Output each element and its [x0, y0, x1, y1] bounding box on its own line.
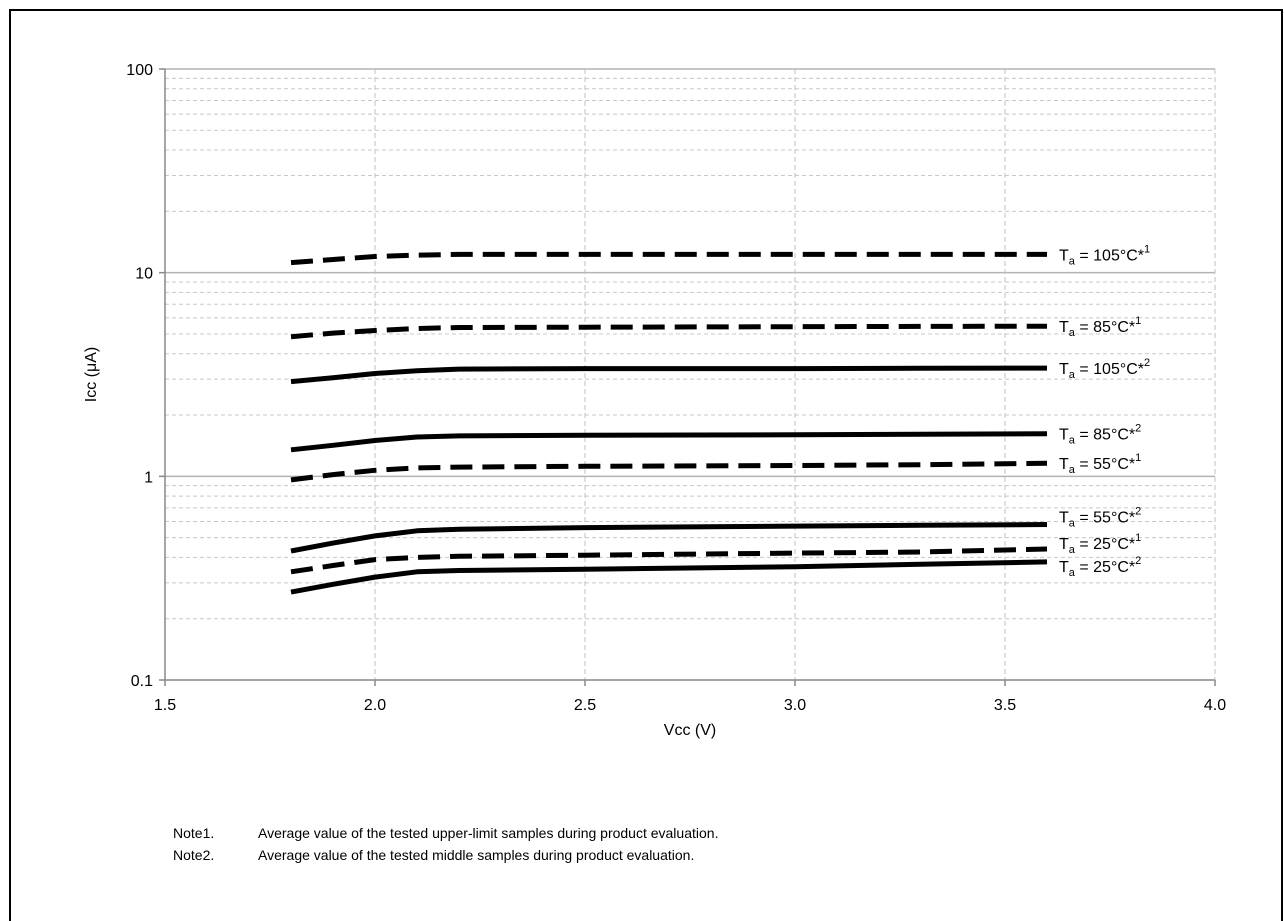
footnotes: Note1. Average value of the tested upper-… [173, 822, 718, 866]
footnote-text: Average value of the tested upper-limit … [258, 825, 719, 841]
series-label: Ta = 85°C*2 [1059, 423, 1141, 447]
footnote-1: Note1. Average value of the tested upper-… [173, 822, 718, 844]
footnote-key: Note1. [173, 825, 215, 841]
x-tick-label: 3.5 [994, 697, 1016, 714]
x-tick-label: 1.5 [154, 697, 176, 714]
x-tick-label: 2.0 [364, 697, 386, 714]
series-line [290, 251, 1047, 266]
series-label: Ta = 105°C*1 [1059, 243, 1150, 267]
series-label: Ta = 85°C*1 [1059, 315, 1141, 339]
grid-lines [165, 68, 1216, 680]
footnote-key: Note2. [173, 847, 215, 863]
x-axis-title: Vcc (V) [664, 722, 716, 739]
series-label: Ta = 25°C*2 [1059, 555, 1141, 579]
series-label: Ta = 105°C*2 [1059, 357, 1150, 381]
series-labels: Ta = 105°C*1 Ta = 85°C*1 Ta = 105°C*2 Ta = … [1059, 243, 1150, 579]
series-line [290, 522, 1048, 554]
axes [159, 68, 1216, 686]
y-tick-label: 1 [144, 469, 153, 486]
series-label: Ta = 55°C*2 [1059, 506, 1141, 530]
x-tick-label: 3.0 [784, 697, 806, 714]
y-tick-label: 10 [135, 266, 153, 283]
series-line [290, 431, 1048, 453]
y-tick-label: 100 [126, 62, 153, 79]
series-line [290, 365, 1048, 385]
series-line [290, 323, 1048, 340]
y-tick-label: 0.1 [131, 673, 153, 690]
series-line [290, 546, 1048, 575]
series-line [290, 559, 1048, 595]
x-tick-label: 2.5 [574, 697, 596, 714]
x-tick-label: 4.0 [1204, 697, 1226, 714]
series-label: Ta = 25°C*1 [1059, 532, 1141, 556]
tick-labels: 0.1 1 10 100 1.5 2.0 2.5 3.0 3.5 4.0 [126, 62, 1226, 714]
data-series [290, 251, 1048, 595]
footnote-2: Note2. Average value of the tested middle… [173, 844, 718, 866]
series-line [290, 460, 1048, 483]
figure-frame [9, 9, 1283, 921]
series-label: Ta = 55°C*1 [1059, 452, 1141, 476]
y-axis-title: Icc (μA) [83, 347, 100, 402]
footnote-text: Average value of the tested middle sampl… [258, 847, 695, 863]
